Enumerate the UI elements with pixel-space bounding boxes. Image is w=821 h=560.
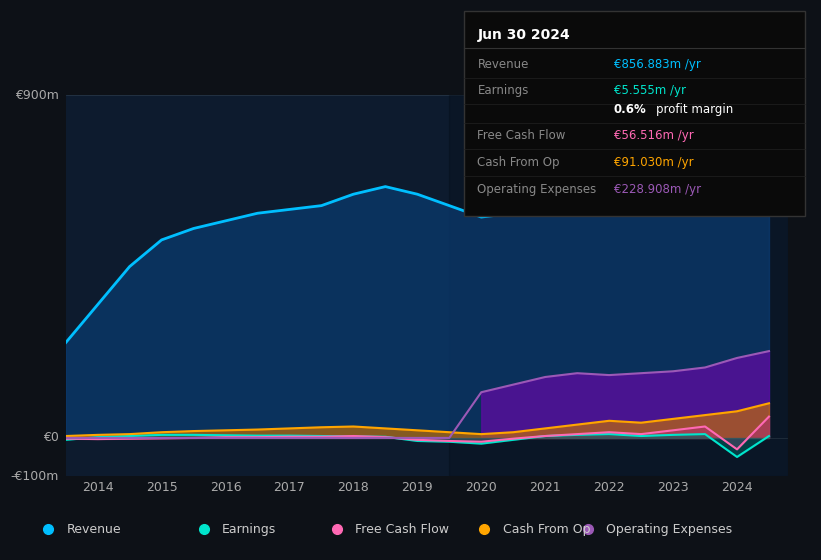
Text: Earnings: Earnings [478, 85, 529, 97]
Text: Cash From Op: Cash From Op [478, 156, 560, 169]
Text: Revenue: Revenue [67, 522, 122, 536]
Text: Revenue: Revenue [478, 58, 529, 71]
Text: €856.883m /yr: €856.883m /yr [614, 58, 700, 71]
Text: Cash From Op: Cash From Op [502, 522, 590, 536]
FancyBboxPatch shape [464, 11, 805, 216]
Text: Free Cash Flow: Free Cash Flow [478, 129, 566, 142]
Bar [449, 95, 788, 476]
Text: Jun 30 2024: Jun 30 2024 [478, 27, 571, 41]
Text: 0.6%: 0.6% [614, 103, 646, 116]
Text: Operating Expenses: Operating Expenses [606, 522, 732, 536]
Text: -€100m: -€100m [10, 469, 58, 483]
Text: €56.516m /yr: €56.516m /yr [614, 129, 694, 142]
Text: profit margin: profit margin [656, 103, 734, 116]
Text: €5.555m /yr: €5.555m /yr [614, 85, 686, 97]
Text: €91.030m /yr: €91.030m /yr [614, 156, 694, 169]
Text: €900m: €900m [15, 88, 58, 102]
Text: €0: €0 [43, 431, 58, 445]
Text: Operating Expenses: Operating Expenses [478, 183, 597, 195]
Text: Earnings: Earnings [222, 522, 277, 536]
Text: Free Cash Flow: Free Cash Flow [355, 522, 449, 536]
Text: €228.908m /yr: €228.908m /yr [614, 183, 701, 195]
